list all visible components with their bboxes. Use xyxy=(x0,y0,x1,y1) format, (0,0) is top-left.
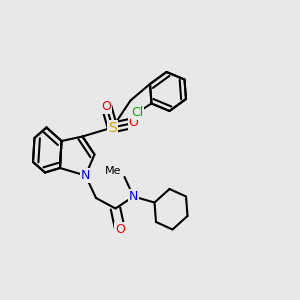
Text: O: O xyxy=(115,223,125,236)
Text: Me: Me xyxy=(105,166,122,176)
Text: S: S xyxy=(108,121,117,134)
Text: O: O xyxy=(129,116,138,130)
Text: O: O xyxy=(102,100,111,113)
Text: N: N xyxy=(81,169,90,182)
Text: N: N xyxy=(129,190,138,203)
Text: Cl: Cl xyxy=(131,106,143,119)
